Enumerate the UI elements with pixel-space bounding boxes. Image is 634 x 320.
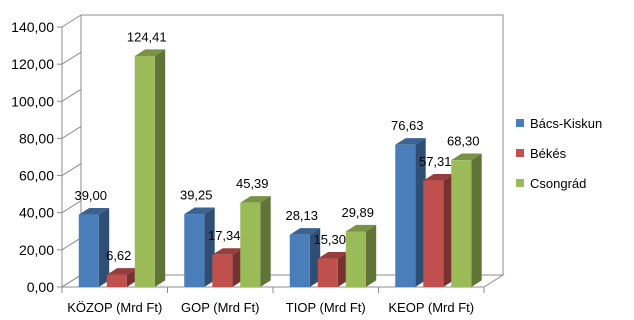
- bar-top: [345, 224, 377, 232]
- bar-side: [309, 228, 321, 287]
- data-label: 6,62: [106, 248, 131, 263]
- bar-top: [240, 196, 271, 203]
- data-label: 68,30: [447, 134, 480, 149]
- bar-csongr-d: [134, 55, 155, 288]
- y-tick-label: 0,00: [27, 279, 54, 295]
- bar-side: [260, 196, 271, 287]
- data-label: 28,13: [285, 208, 318, 223]
- x-axis-categories: KÖZOP (Mrd Ft) GOP (Mrd Ft) TIOP (Mrd Ft) K…: [61, 287, 485, 315]
- back-wall-frame: [81, 14, 504, 275]
- bar-csongr-d: [240, 202, 261, 287]
- bar-top: [134, 49, 166, 56]
- bar-top: [317, 251, 349, 259]
- y-tick-label: 80,00: [19, 130, 54, 146]
- bar-side: [204, 207, 215, 287]
- y-tick-diagonal: [61, 126, 82, 139]
- bar-b-cs-kiskun: [289, 234, 310, 287]
- legend-swatch: [516, 119, 524, 127]
- bar-b-k-s: [423, 180, 444, 287]
- bar-side: [98, 207, 110, 287]
- bar-b-cs-kiskun: [184, 214, 205, 287]
- bar-side: [365, 224, 377, 287]
- x-tick-label: KEOP (Mrd Ft): [388, 300, 474, 315]
- legend-swatch: [516, 149, 524, 157]
- bar-top: [451, 153, 482, 161]
- data-label: 39,25: [180, 188, 213, 203]
- data-label: 45,39: [236, 176, 269, 191]
- y-tick-diagonal: [61, 88, 82, 102]
- chart-bars: [78, 49, 482, 288]
- bar-top: [78, 207, 110, 215]
- y-tick-label: 40,00: [19, 205, 54, 221]
- bar-top: [106, 268, 138, 275]
- y-tick-label: 120,00: [11, 56, 54, 72]
- legend-entry: Csongrád: [530, 176, 586, 191]
- y-tick-label: 20,00: [19, 242, 54, 258]
- bar-b-k-s: [106, 274, 127, 287]
- data-label: 17,34: [208, 228, 241, 243]
- legend-entry: Bács-Kiskun: [530, 116, 602, 131]
- y-tick-diagonal: [61, 163, 82, 176]
- bar-b-cs-kiskun: [78, 214, 99, 287]
- data-label: 124,41: [127, 29, 167, 44]
- y-tick-label: 60,00: [19, 168, 54, 184]
- y-tick-diagonal: [61, 14, 82, 28]
- y-tick-label: 100,00: [11, 93, 54, 109]
- data-label: 15,30: [313, 232, 346, 247]
- bar-csongr-d: [451, 160, 472, 287]
- data-label: 39,00: [74, 188, 107, 203]
- legend-entry: Békés: [530, 146, 567, 161]
- chart-legend: Bács-Kiskun Békés Csongrád: [516, 116, 602, 191]
- bar-top: [423, 173, 454, 181]
- bar-side: [154, 49, 166, 287]
- bar-side: [126, 268, 138, 287]
- bar-top: [289, 228, 321, 235]
- bar-top: [212, 248, 243, 255]
- bar-side: [232, 248, 243, 287]
- bar-side: [443, 173, 454, 287]
- y-tick-diagonal: [61, 200, 82, 214]
- y-tick-diagonal: [61, 237, 82, 251]
- bar-side: [471, 153, 482, 287]
- bar-b-k-s: [212, 254, 233, 287]
- y-tick-diagonal: [61, 274, 82, 288]
- y-axis-ticks: 0,00 20,00 40,00 60,00 80,00 100,00 120,00 140,…: [11, 14, 82, 295]
- bar-b-cs-kiskun: [395, 144, 416, 287]
- data-label: 76,63: [391, 118, 424, 133]
- bar-side: [415, 138, 426, 287]
- y-tick-label: 140,00: [11, 19, 54, 35]
- x-tick-label: GOP (Mrd Ft): [181, 300, 259, 315]
- bar-top: [395, 138, 426, 145]
- bar-side: [337, 251, 349, 287]
- legend-swatch: [516, 179, 524, 187]
- bar-top: [184, 207, 215, 215]
- data-label: 29,89: [341, 205, 374, 220]
- bar-b-k-s: [317, 258, 338, 287]
- x-tick-label: KÖZOP (Mrd Ft): [67, 300, 162, 315]
- data-labels: 39,00 6,62 124,41 39,25 17,34 45,39 28,13 15,30…: [74, 29, 479, 263]
- x-tick-label: TIOP (Mrd Ft): [286, 300, 366, 315]
- bar-csongr-d: [345, 231, 366, 287]
- y-tick-diagonal: [61, 51, 82, 65]
- data-label: 57,31: [419, 154, 452, 169]
